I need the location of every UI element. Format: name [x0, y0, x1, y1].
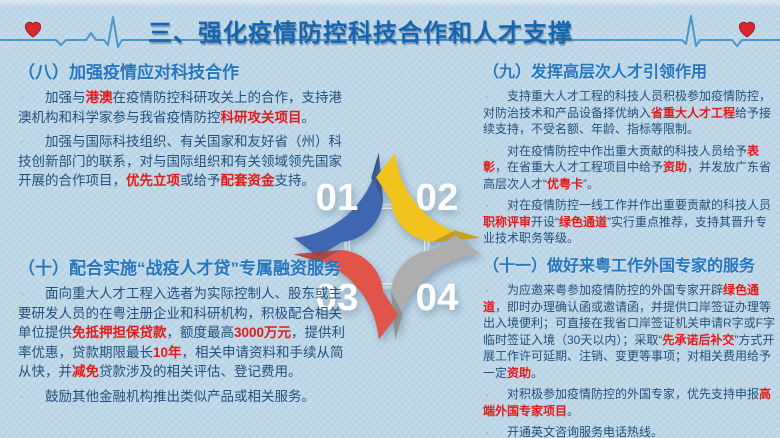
heart-icon [738, 21, 756, 38]
section-10: （十）配合实施“战疫人才贷”专属融资服务 面向重大人才工程入选者为实际控制人、股… [18, 258, 352, 411]
diagram-number-02: 02 [416, 176, 459, 219]
section-heading: （八）加强疫情应对科技合作 [18, 63, 239, 82]
body-text: 为应邀来粤参加疫情防控的外国专家开辟 [507, 283, 724, 297]
highlight-text: 资助 [663, 160, 688, 174]
body-text: 加强与 [45, 90, 86, 105]
body-text: 开通英文咨询服务电话热线。 [507, 425, 664, 438]
section-8: （八）加强疫情应对科技合作 加强与港澳在疫情防控科研攻关上的合作，支持港澳机构和… [18, 62, 350, 196]
body-text: ”。 [583, 176, 600, 191]
body-text: 或给予 [180, 173, 221, 188]
highlight-text: 10年 [153, 344, 182, 360]
section-body: 加强与港澳在疫情防控科研攻关上的合作，支持港澳机构和科学家参与我省疫情防控科研攻… [18, 88, 350, 191]
diagram-segment-04 [390, 235, 481, 340]
body-text: ，即时办理确认函或邀请函，并提供口岸签证办理等出入境便利；可直接在我省口岸签证机… [483, 299, 775, 347]
body-text: 面向重大人才工程入选者为实际控制人、股东或主要研发人员的在粤注册企业和科研机构，… [18, 286, 342, 340]
body-text: 对在疫情防控一线工作并作出重要贡献的科技人员 [507, 198, 772, 212]
section-9: （九）发挥高层次人才引领作用 支持重大人才工程的科技人员积极参加疫情防控，对防治… [483, 62, 775, 252]
paragraph: 对积极参加疫情防控的外国专家，优先支持申报高端外国专家项目。 [483, 386, 775, 419]
diagram-segment-01 [293, 152, 384, 257]
body-text: 。 [301, 109, 316, 125]
diagram-segment-02 [376, 152, 481, 243]
highlight-text: 绿色通道 [483, 283, 760, 314]
body-text: 。 [531, 365, 544, 380]
highlight-text: 免抵押担保贷款 [72, 325, 167, 340]
body-text: 。 [567, 403, 580, 418]
section-body: 为应邀来粤参加疫情防控的外国专家开辟绿色通道，即时办理确认函或邀请函，并提供口岸… [483, 282, 775, 438]
paragraph: 支持重大人才工程的科技人员积极参加疫情防控，对防治技术和产品设备择优纳入省重大人… [483, 88, 775, 138]
diagram-segment-03-fold [293, 249, 342, 262]
body-text: ”实行重点推荐，支持其晋升专业技术职务等级。 [483, 214, 768, 246]
body-text: 鼓励其他金融机构推出类似产品或相关服务。 [45, 388, 315, 404]
highlight-text: 职称评审 [483, 214, 532, 229]
body-text: 开设“ [531, 214, 560, 229]
body-text: 支持。 [274, 173, 316, 188]
body-text: ，在省重大人才工程项目中给予 [495, 160, 664, 174]
body-text: 支持重大人才工程的科技人员积极参加疫情防控，对防治技术和产品设备择优纳入 [483, 89, 772, 120]
highlight-text: 3000万元 [234, 325, 292, 340]
body-text: 对在疫情防控中作出重大贡献的科技人员给予 [507, 143, 748, 158]
highlight-text: 省重大人才工程 [651, 105, 736, 120]
highlight-text: 先承诺后补交 [662, 332, 735, 347]
body-text: ，提供利率优惠，贷款期限最长 [18, 325, 346, 360]
diagram-segment-03 [293, 249, 398, 340]
body-text: ，相关申请资料和手续从简从快，并 [18, 344, 344, 380]
highlight-text: 绿色通道 [559, 214, 608, 229]
header-decoration [0, 15, 780, 48]
section-heading: （十）配合实施“战疫人才贷”专属融资服务 [18, 259, 341, 278]
section-heading: （十一）做好来粤工作外国专家的服务 [483, 258, 756, 275]
highlight-text: 科研攻关项目 [220, 109, 302, 125]
highlight-text: 资助 [507, 365, 532, 380]
body-text: ，额度最高 [166, 325, 235, 340]
section-heading: （九）发挥高层次人才引领作用 [483, 64, 708, 81]
inner-ring-highlight [348, 207, 426, 285]
section-body: 支持重大人才工程的科技人员积极参加疫情防控，对防治技术和产品设备择优纳入省重大人… [483, 88, 775, 247]
paragraph: 加强与国际科技组织、有关国家和友好省（州）科技创新部门的联系，对与国际组织和有关… [18, 132, 350, 191]
highlight-text: 减免 [72, 364, 99, 379]
section-body: 面向重大人才工程入选者为实际控制人、股东或主要研发人员的在粤注册企业和科研机构，… [18, 284, 352, 406]
paragraph: 对在疫情防控中作出重大贡献的科技人员给予表彰，在省重大人才工程项目中给予资助，并… [483, 143, 775, 193]
body-text: ，并发放广东省高层次人才“ [483, 160, 772, 191]
highlight-text: 表彰 [483, 143, 760, 175]
ekg-line [0, 15, 780, 48]
inner-ring [344, 203, 430, 289]
body-text: 在疫情防控科研攻关上的合作，支持港澳机构和科学家参与我省疫情防控 [18, 90, 342, 125]
highlight-text: 优先立项 [126, 173, 180, 188]
highlight-text: 高端外国专家项目 [483, 387, 772, 418]
heart-icon [24, 21, 42, 38]
paragraph: 为应邀来粤参加疫情防控的外国专家开辟绿色通道，即时办理确认函或邀请函，并提供口岸… [483, 282, 775, 381]
body-text: 对积极参加疫情防控的外国专家，优先支持申报 [507, 387, 760, 401]
diagram-number-04: 04 [416, 276, 459, 319]
highlight-text: 配套资金 [220, 173, 275, 188]
body-text: 贷款涉及的相关评估、登记费用。 [99, 364, 302, 379]
highlight-text: 港澳 [85, 90, 113, 105]
paragraph: 对在疫情防控一线工作并作出重要贡献的科技人员职称评审开设“绿色通道”实行重点推荐… [483, 197, 775, 247]
paragraph: 面向重大人才工程入选者为实际控制人、股东或主要研发人员的在粤注册企业和科研机构，… [18, 284, 352, 382]
paragraph: 加强与港澳在疫情防控科研攻关上的合作，支持港澳机构和科学家参与我省疫情防控科研攻… [18, 88, 350, 127]
paragraph: 开通英文咨询服务电话热线。 [483, 424, 775, 438]
highlight-text: 优粤卡 [547, 176, 584, 191]
body-text: 给予接续支持，不受名额、年龄、指标等限制。 [483, 105, 772, 137]
paragraph: 鼓励其他金融机构推出类似产品或相关服务。 [18, 387, 352, 407]
section-11: （十一）做好来粤工作外国专家的服务 为应邀来粤参加疫情防控的外国专家开辟绿色通道… [483, 256, 775, 438]
page-title: 三、强化疫情防控科技合作和人才支撑 [148, 20, 573, 47]
body-text: ”方式开展工作许可延期、注销、变更等事项；对相关费用给予一定 [483, 332, 775, 380]
body-text: 加强与国际科技组织、有关国家和友好省（州）科技创新部门的联系，对与国际组织和有关… [18, 134, 342, 188]
cycle-diagram: 01 02 03 04 [293, 152, 481, 340]
